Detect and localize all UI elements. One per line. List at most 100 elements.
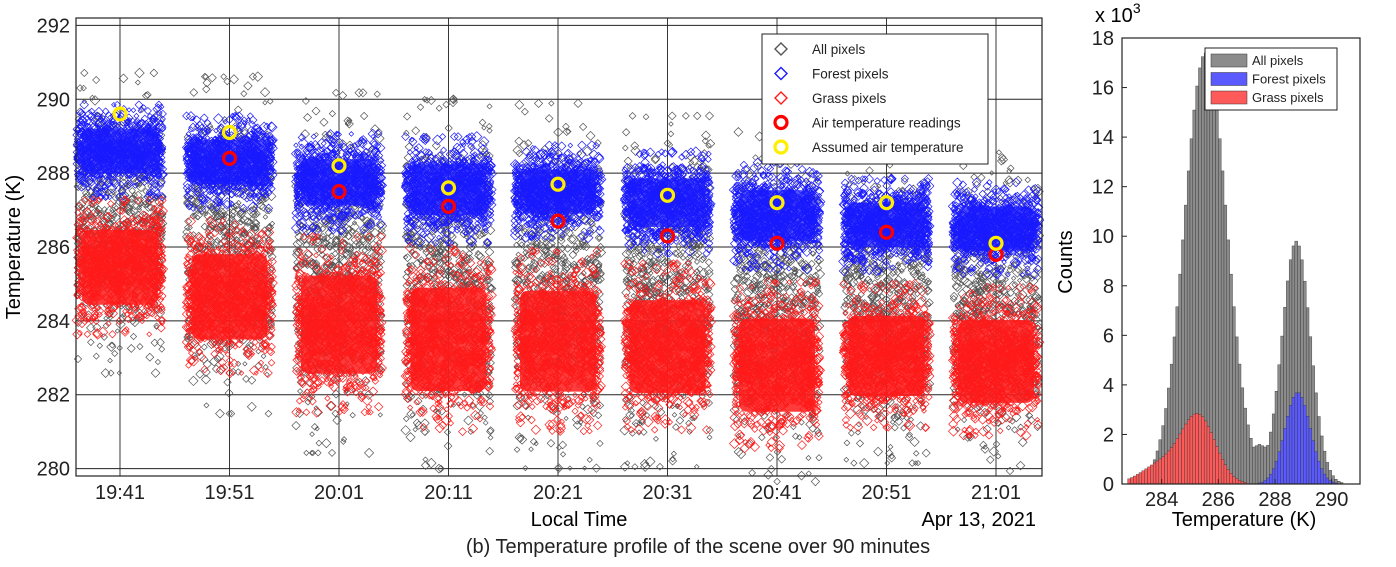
forest-pixels-core: [958, 206, 1034, 251]
scatter-y-tick-label: 286: [37, 237, 70, 259]
histogram-y-tick-label: 6: [1103, 325, 1114, 347]
forest-pixels-core: [191, 139, 268, 185]
histogram-bar: [1232, 306, 1236, 485]
air-reading-point: [878, 224, 895, 240]
histogram-bar: [1305, 416, 1310, 485]
histogram-bars: [1127, 52, 1344, 485]
histogram-bar: [1320, 468, 1324, 485]
histogram-y-tick-label: 4: [1103, 375, 1114, 397]
air-reading-point: [331, 183, 347, 200]
histogram-bar: [1150, 464, 1154, 485]
grass-pixels-core: [410, 287, 487, 392]
scatter-x-axis-label: Local Time: [531, 509, 628, 531]
histogram-bar: [1325, 477, 1330, 485]
assumed-air-point: [440, 180, 457, 196]
scatter-legend-label: Air temperature readings: [812, 116, 961, 131]
scatter-y-tick-label: 292: [37, 15, 70, 37]
histogram-bar: [1314, 451, 1318, 485]
air-reading-point: [769, 235, 785, 251]
histogram-bar: [1169, 447, 1174, 485]
histogram-bar: [1212, 85, 1216, 485]
histogram-y-multiplier-base: x 10: [1095, 5, 1133, 27]
histogram-bar: [1229, 473, 1233, 485]
histogram-bar: [1226, 469, 1230, 485]
assumed-air-point: [878, 195, 895, 211]
air-reading-point: [440, 198, 457, 214]
histogram-bar: [1220, 459, 1225, 485]
legend-diamond-marker: [774, 91, 788, 105]
histogram-bar: [1215, 446, 1219, 485]
histogram-bar: [1135, 474, 1140, 485]
histogram-legend: All pixels Forest pixels Grass pixels: [1204, 47, 1338, 111]
legend-diamond-marker: [774, 42, 788, 56]
forest-pixels-core: [739, 190, 815, 242]
histogram-bar: [1172, 443, 1177, 485]
scatter-y-tick-label: 282: [37, 385, 70, 407]
histogram-bar: [1229, 273, 1233, 485]
histogram-bar: [1127, 478, 1131, 485]
histogram-bar: [1130, 477, 1134, 485]
histogram-bar: [1175, 438, 1179, 485]
scatter-x-tick-label: 20:11: [424, 482, 473, 504]
histogram-bar: [1218, 138, 1222, 485]
histogram-bar: [1308, 428, 1313, 485]
scatter-x-tick-label: 20:31: [642, 482, 692, 504]
assumed-air-point: [331, 158, 347, 174]
air-reading-point: [550, 213, 566, 229]
histogram-bar: [1252, 446, 1256, 485]
histogram-x-tick-label: 286: [1202, 489, 1235, 511]
histogram-bar: [1263, 446, 1267, 485]
histogram-y-tick-label: 8: [1103, 276, 1114, 298]
histogram-bar: [1297, 392, 1301, 485]
grass-pixels-core: [82, 229, 158, 305]
grass-pixels-core: [848, 315, 925, 397]
histogram-bar: [1144, 468, 1148, 485]
grass-pixels-core: [739, 318, 815, 412]
histogram-legend-label: All pixels: [1252, 53, 1304, 68]
histogram-bar: [1155, 460, 1160, 485]
histogram-bar: [1311, 440, 1315, 485]
grass-pixels-core: [301, 275, 377, 374]
legend-diamond-marker: [774, 66, 788, 81]
histogram-chart: 0 2 4 6 8 10 12 14 16 18 284 286 288 290 x 103 Count…: [1055, 0, 1361, 531]
histogram-bar: [1257, 444, 1262, 485]
histogram-bar: [1189, 416, 1194, 485]
histogram-bar: [1201, 416, 1205, 485]
histogram-y-multiplier-exponent: 3: [1133, 0, 1141, 16]
histogram-y-multiplier: x 103: [1095, 0, 1141, 27]
assumed-air-point: [221, 124, 238, 141]
histogram-bar: [1195, 413, 1199, 485]
histogram-bar: [1133, 475, 1137, 485]
histogram-bar: [1286, 416, 1290, 485]
scatter-x-tick-label: 19:41: [95, 482, 145, 504]
histogram-bar: [1226, 239, 1230, 485]
scatter-x-tick-label: 20:21: [533, 482, 583, 504]
histogram-legend-swatch: [1210, 90, 1248, 105]
histogram-bar: [1223, 464, 1228, 485]
histogram-x-tick-label: 284: [1145, 489, 1178, 511]
histogram-bar: [1249, 438, 1253, 485]
histogram-bar: [1300, 397, 1304, 485]
histogram-bar: [1283, 428, 1287, 485]
histogram-x-tick-label: 288: [1258, 489, 1291, 511]
legend-circle-marker: [773, 139, 789, 155]
histogram-bar: [1235, 336, 1239, 485]
histogram-bar: [1243, 407, 1247, 485]
histogram-bar: [1198, 414, 1202, 485]
histogram-bar: [1223, 204, 1228, 485]
scatter-legend-label: Assumed air temperature: [812, 140, 964, 155]
scatter-air-markers: [112, 106, 1004, 262]
histogram-y-tick-label: 2: [1103, 424, 1114, 446]
scatter-y-tick-label: 280: [37, 459, 70, 481]
histogram-bar: [1246, 424, 1250, 485]
pixel-core: [82, 128, 158, 305]
scatter-x-tick-label: 20:51: [861, 482, 911, 504]
forest-pixels-core: [410, 164, 487, 216]
histogram-bar: [1260, 445, 1264, 485]
histogram-bar: [1203, 420, 1208, 485]
forest-pixels-core: [82, 128, 158, 174]
scatter-y-tick-label: 290: [37, 89, 70, 111]
histogram-bar: [1317, 460, 1321, 485]
histogram-x-ticks: 284 286 288 290: [1145, 479, 1348, 511]
